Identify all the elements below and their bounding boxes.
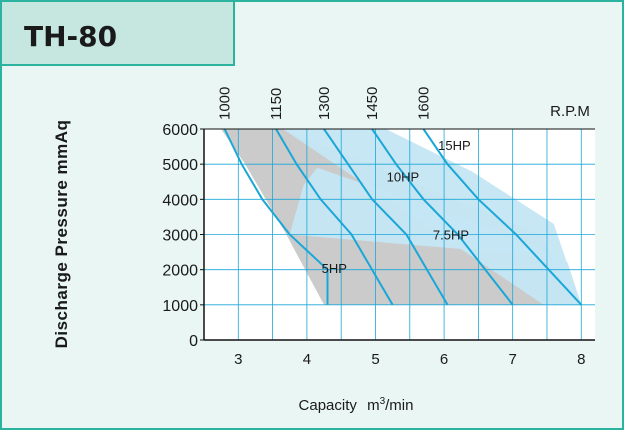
x-tick-label: 7 — [509, 351, 517, 368]
y-tick-label: 3000 — [162, 228, 198, 245]
x-axis-unit-tail: /min — [385, 397, 413, 414]
x-axis-label-main: Capacity — [299, 397, 358, 414]
y-tick-label: 1000 — [162, 298, 198, 315]
rpm-curve-1300 — [323, 129, 449, 306]
power-band-2 — [289, 167, 582, 305]
y-tick-label: 0 — [189, 333, 198, 350]
rpm-label-1450: 1450 — [364, 87, 381, 120]
rpm-label-1000: 1000 — [217, 87, 234, 120]
y-axis-label: Discharge Pressure mmAq — [52, 120, 71, 349]
rpm-label-1300: 1300 — [316, 87, 333, 120]
y-tick-label: 6000 — [162, 122, 198, 139]
x-tick-label: 3 — [234, 351, 242, 368]
x-axis-unit-base: m — [367, 397, 380, 414]
rpm-curve-1450 — [371, 129, 514, 306]
x-axis-unit-sup: 3 — [380, 396, 386, 407]
model-title-tab: TH-80 — [2, 2, 235, 66]
y-tick-label: 2000 — [162, 263, 198, 280]
power-label: 5HP — [322, 261, 347, 276]
rpm-label-1600: 1600 — [416, 87, 433, 120]
rpm-curve-1000 — [223, 129, 329, 305]
rpm-curve-1600 — [422, 129, 583, 306]
rpm-label-1150: 1150 — [268, 88, 285, 120]
y-tick-label: 4000 — [162, 192, 198, 209]
x-tick-label: 6 — [440, 351, 448, 368]
x-tick-label: 5 — [371, 351, 379, 368]
rpm-curve-1150 — [275, 129, 394, 306]
x-axis-label: Capacity m3/min — [299, 396, 414, 414]
x-tick-label: 4 — [303, 351, 311, 368]
power-label: 7.5HP — [433, 228, 469, 243]
model-title: TH-80 — [24, 20, 118, 53]
x-tick-label: 8 — [577, 351, 585, 368]
power-label: 10HP — [387, 169, 420, 184]
y-tick-label: 5000 — [162, 157, 198, 174]
power-label: 15HP — [438, 138, 471, 153]
rpm-axis-label: R.P.M — [550, 103, 590, 120]
